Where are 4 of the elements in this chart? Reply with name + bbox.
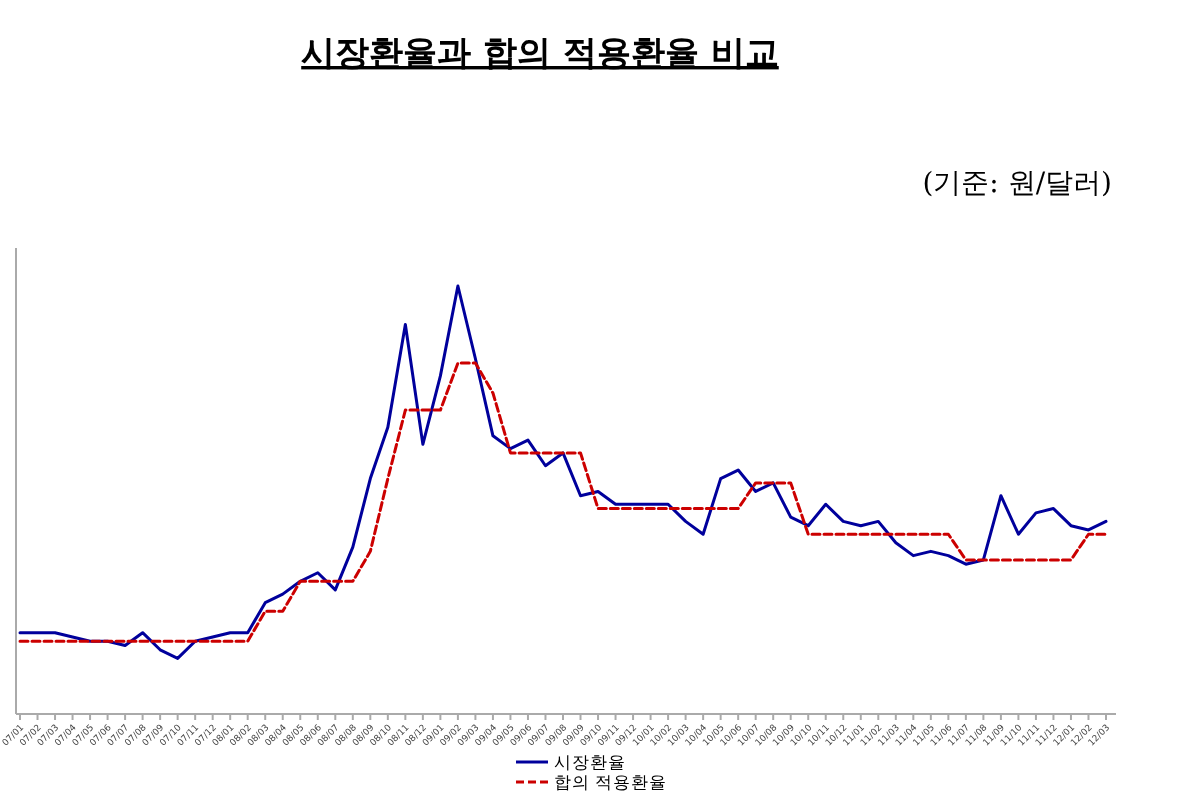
legend-label: 시장환율 xyxy=(554,754,626,774)
text: (기준: 원/달러) xyxy=(922,168,1112,200)
legend-label: 합의 적용환율 xyxy=(554,774,668,794)
chart-title: 시장환율과 합의 적용환율 비교 xyxy=(301,34,779,74)
